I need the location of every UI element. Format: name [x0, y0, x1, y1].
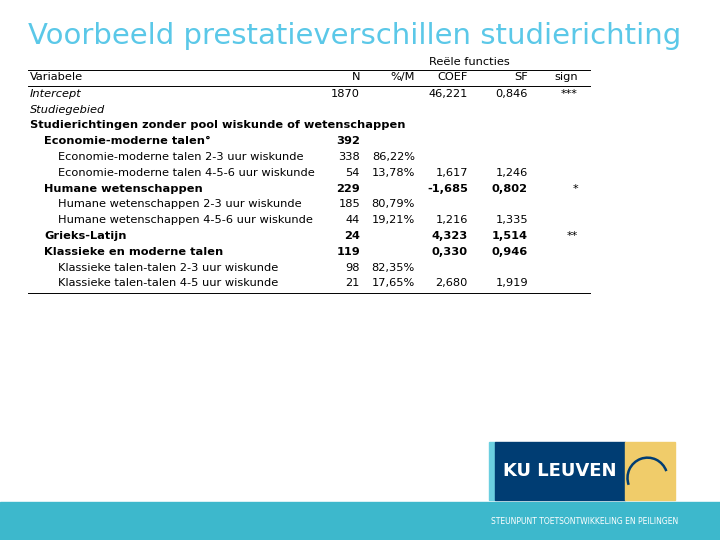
Text: N: N — [351, 72, 360, 82]
Text: 86,22%: 86,22% — [372, 152, 415, 162]
Text: COEF: COEF — [438, 72, 468, 82]
Text: %/M: %/M — [390, 72, 415, 82]
Text: ***: *** — [561, 89, 578, 99]
Text: 1,919: 1,919 — [495, 279, 528, 288]
Text: 392: 392 — [336, 136, 360, 146]
Text: Reële functies: Reële functies — [428, 57, 509, 67]
Text: 0,946: 0,946 — [492, 247, 528, 257]
Bar — [489, 442, 495, 500]
Text: *: * — [572, 184, 578, 194]
Text: 21: 21 — [346, 279, 360, 288]
Text: 1,514: 1,514 — [492, 231, 528, 241]
Text: 4,323: 4,323 — [432, 231, 468, 241]
Text: 1,335: 1,335 — [495, 215, 528, 225]
Text: SF: SF — [514, 72, 528, 82]
Text: 338: 338 — [338, 152, 360, 162]
Text: 82,35%: 82,35% — [372, 262, 415, 273]
Text: Humane wetenschappen 2-3 uur wiskunde: Humane wetenschappen 2-3 uur wiskunde — [58, 199, 302, 210]
Text: 54: 54 — [346, 168, 360, 178]
Text: 0,846: 0,846 — [495, 89, 528, 99]
Bar — [625, 442, 675, 500]
Text: 229: 229 — [336, 184, 360, 194]
Text: KU LEUVEN: KU LEUVEN — [503, 462, 617, 480]
Text: Economie-moderne talen 4-5-6 uur wiskunde: Economie-moderne talen 4-5-6 uur wiskund… — [58, 168, 315, 178]
Text: 0,330: 0,330 — [432, 247, 468, 257]
Text: 80,79%: 80,79% — [372, 199, 415, 210]
Text: Voorbeeld prestatieverschillen studierichting: Voorbeeld prestatieverschillen studieric… — [28, 22, 681, 50]
Text: -1,685: -1,685 — [427, 184, 468, 194]
Text: 17,65%: 17,65% — [372, 279, 415, 288]
Text: Studiegebied: Studiegebied — [30, 105, 105, 114]
Text: 1,216: 1,216 — [436, 215, 468, 225]
Text: Humane wetenschappen: Humane wetenschappen — [44, 184, 203, 194]
Text: Intercept: Intercept — [30, 89, 82, 99]
Text: 1870: 1870 — [331, 89, 360, 99]
Text: 185: 185 — [338, 199, 360, 210]
Text: 119: 119 — [336, 247, 360, 257]
Text: 1,246: 1,246 — [496, 168, 528, 178]
Text: 19,21%: 19,21% — [372, 215, 415, 225]
Text: 2,680: 2,680 — [436, 279, 468, 288]
Text: 13,78%: 13,78% — [372, 168, 415, 178]
Text: sign: sign — [554, 72, 578, 82]
Text: 44: 44 — [346, 215, 360, 225]
Text: **: ** — [567, 231, 578, 241]
Text: 24: 24 — [344, 231, 360, 241]
Text: 1,617: 1,617 — [436, 168, 468, 178]
Text: 46,221: 46,221 — [428, 89, 468, 99]
Text: Variabele: Variabele — [30, 72, 83, 82]
Text: Studierichtingen zonder pool wiskunde of wetenschappen: Studierichtingen zonder pool wiskunde of… — [30, 120, 405, 130]
Text: 0,802: 0,802 — [492, 184, 528, 194]
Text: Klassieke en moderne talen: Klassieke en moderne talen — [44, 247, 223, 257]
Text: Economie-moderne talen 2-3 uur wiskunde: Economie-moderne talen 2-3 uur wiskunde — [58, 152, 304, 162]
Text: Economie-moderne talen°: Economie-moderne talen° — [44, 136, 211, 146]
Text: Klassieke talen-talen 2-3 uur wiskunde: Klassieke talen-talen 2-3 uur wiskunde — [58, 262, 278, 273]
Text: Humane wetenschappen 4-5-6 uur wiskunde: Humane wetenschappen 4-5-6 uur wiskunde — [58, 215, 313, 225]
Bar — [0, 502, 720, 540]
Bar — [495, 442, 625, 500]
Text: 98: 98 — [346, 262, 360, 273]
Text: Grieks-Latijn: Grieks-Latijn — [44, 231, 127, 241]
Text: Klassieke talen-talen 4-5 uur wiskunde: Klassieke talen-talen 4-5 uur wiskunde — [58, 279, 278, 288]
Text: STEUNPUNT TOETSONTWIKKELING EN PEILINGEN: STEUNPUNT TOETSONTWIKKELING EN PEILINGEN — [491, 516, 679, 525]
